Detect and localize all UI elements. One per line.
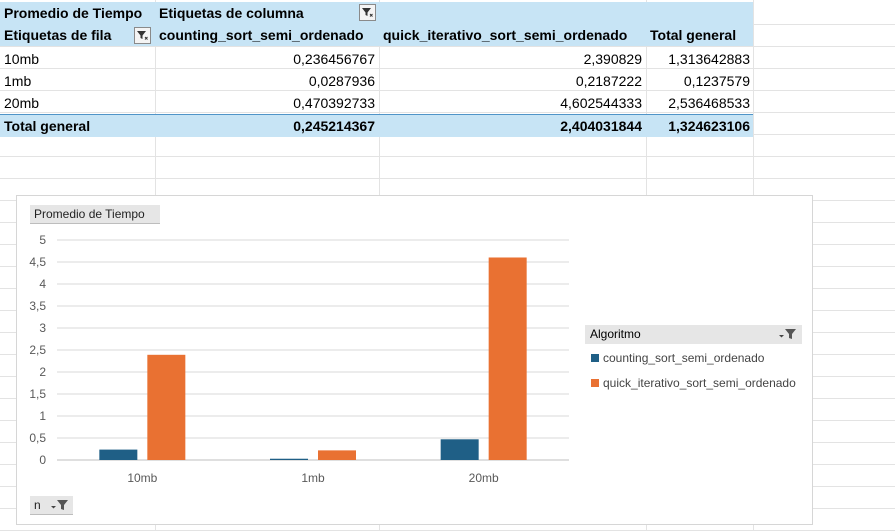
column-header-total: Total general — [646, 24, 753, 46]
y-tick-label: 4 — [39, 277, 46, 291]
y-tick-label: 3 — [39, 321, 46, 335]
pivot-header-row-1: Promedio de Tiempo Etiquetas de columna — [0, 2, 753, 24]
legend-swatch — [591, 378, 599, 387]
bar-quick_iterativo_sort_semi_ordenado-1mb — [318, 450, 356, 460]
total-value[interactable]: 2,404031844 — [560, 118, 642, 134]
legend-swatch — [591, 353, 599, 362]
y-tick-label: 2,5 — [29, 343, 46, 357]
x-tick-label: 1mb — [301, 471, 325, 485]
grid-row-line — [0, 156, 895, 157]
bar-counting_sort_semi_ordenado-10mb — [99, 449, 138, 460]
y-tick-label: 4,5 — [29, 255, 46, 269]
bar-quick_iterativo_sort_semi_ordenado-20mb — [488, 257, 527, 460]
y-tick-label: 1 — [39, 409, 46, 423]
cell-value[interactable]: 2,536468533 — [668, 95, 750, 111]
row-label[interactable]: 1mb — [4, 73, 32, 89]
legend-label: quick_iterativo_sort_semi_ordenado — [603, 376, 796, 390]
row-labels-header[interactable]: Etiquetas de fila — [0, 24, 155, 46]
column-labels-header[interactable]: Etiquetas de columna — [155, 2, 753, 24]
grid-row-line — [0, 112, 895, 113]
pivot-row-1mb[interactable]: 1mb 0,0287936 0,2187222 0,1237579 — [0, 70, 753, 92]
column-header-counting: counting_sort_semi_ordenado — [155, 24, 379, 46]
x-tick-label: 20mb — [469, 471, 499, 485]
legend-label: counting_sort_semi_ordenado — [603, 351, 765, 365]
y-tick-label: 0 — [39, 453, 46, 467]
legend-item-counting[interactable]: counting_sort_semi_ordenado — [591, 350, 764, 366]
y-tick-label: 0,5 — [29, 431, 46, 445]
grid-row-line — [0, 90, 895, 91]
row-label[interactable]: 10mb — [4, 51, 40, 67]
cell-value[interactable]: 2,390829 — [583, 51, 642, 67]
grid-row-line — [0, 46, 895, 47]
y-tick-label: 5 — [39, 233, 46, 247]
cell-value[interactable]: 0,2187222 — [575, 73, 642, 89]
legend-field-header[interactable]: Algoritmo — [585, 325, 802, 344]
filter-dropdown-icon[interactable] — [50, 499, 70, 511]
legend-title: Algoritmo — [590, 327, 641, 341]
y-tick-label: 1,5 — [29, 387, 46, 401]
x-tick-label: 10mb — [127, 471, 157, 485]
bar-counting_sort_semi_ordenado-20mb — [440, 439, 479, 460]
grid-row-line — [0, 68, 895, 69]
legend-item-quick[interactable]: quick_iterativo_sort_semi_ordenado — [591, 375, 796, 391]
column-filter-button[interactable] — [359, 4, 376, 21]
pivot-row-20mb[interactable]: 20mb 0,470392733 4,602544333 2,536468533 — [0, 92, 753, 114]
cell-value[interactable]: 4,602544333 — [560, 95, 642, 111]
row-filter-button[interactable] — [134, 27, 151, 44]
row-label[interactable]: 20mb — [4, 95, 40, 111]
pivot-total-row[interactable]: Total general 0,245214367 2,404031844 1,… — [0, 114, 753, 137]
axis-field-label: n — [34, 498, 41, 512]
cell-value[interactable]: 0,0287936 — [308, 73, 375, 89]
filter-icon — [362, 8, 373, 17]
cell-value[interactable]: 1,313642883 — [668, 51, 750, 67]
total-label[interactable]: Total general — [4, 118, 91, 134]
column-header-quick: quick_iterativo_sort_semi_ordenado — [379, 24, 646, 46]
grid-row-line — [0, 178, 895, 179]
y-tick-label: 3,5 — [29, 299, 46, 313]
filter-icon — [137, 31, 148, 40]
bar-counting_sort_semi_ordenado-1mb — [270, 458, 308, 460]
pivot-row-10mb[interactable]: 10mb 0,236456767 2,390829 1,313642883 — [0, 48, 753, 70]
cell-value[interactable]: 0,1237579 — [683, 73, 750, 89]
y-tick-label: 2 — [39, 365, 46, 379]
axis-field-chip[interactable]: n — [30, 496, 73, 515]
cell-value[interactable]: 0,236456767 — [293, 51, 375, 67]
chart-plot-area[interactable]: 0 0,5 1 1,5 2 2,5 3 3,5 4 4,5 5 10mb 1mb 20mb — [17, 226, 577, 516]
filter-dropdown-icon[interactable] — [778, 328, 798, 340]
total-value[interactable]: 1,324623106 — [668, 118, 750, 134]
cell-value[interactable]: 0,470392733 — [293, 95, 375, 111]
pivot-header-row-2: Etiquetas de fila counting_sort_semi_ord… — [0, 24, 753, 46]
value-field-chip[interactable]: Promedio de Tiempo — [30, 205, 160, 224]
value-field-label[interactable]: Promedio de Tiempo — [0, 2, 155, 24]
pivot-chart[interactable]: Promedio de Tiempo 0 0,5 1 1,5 2 2,5 3 3,5 4 4,5 5… — [16, 195, 813, 525]
bar-quick_iterativo_sort_semi_ordenado-10mb — [147, 354, 186, 460]
total-value[interactable]: 0,245214367 — [293, 118, 375, 134]
